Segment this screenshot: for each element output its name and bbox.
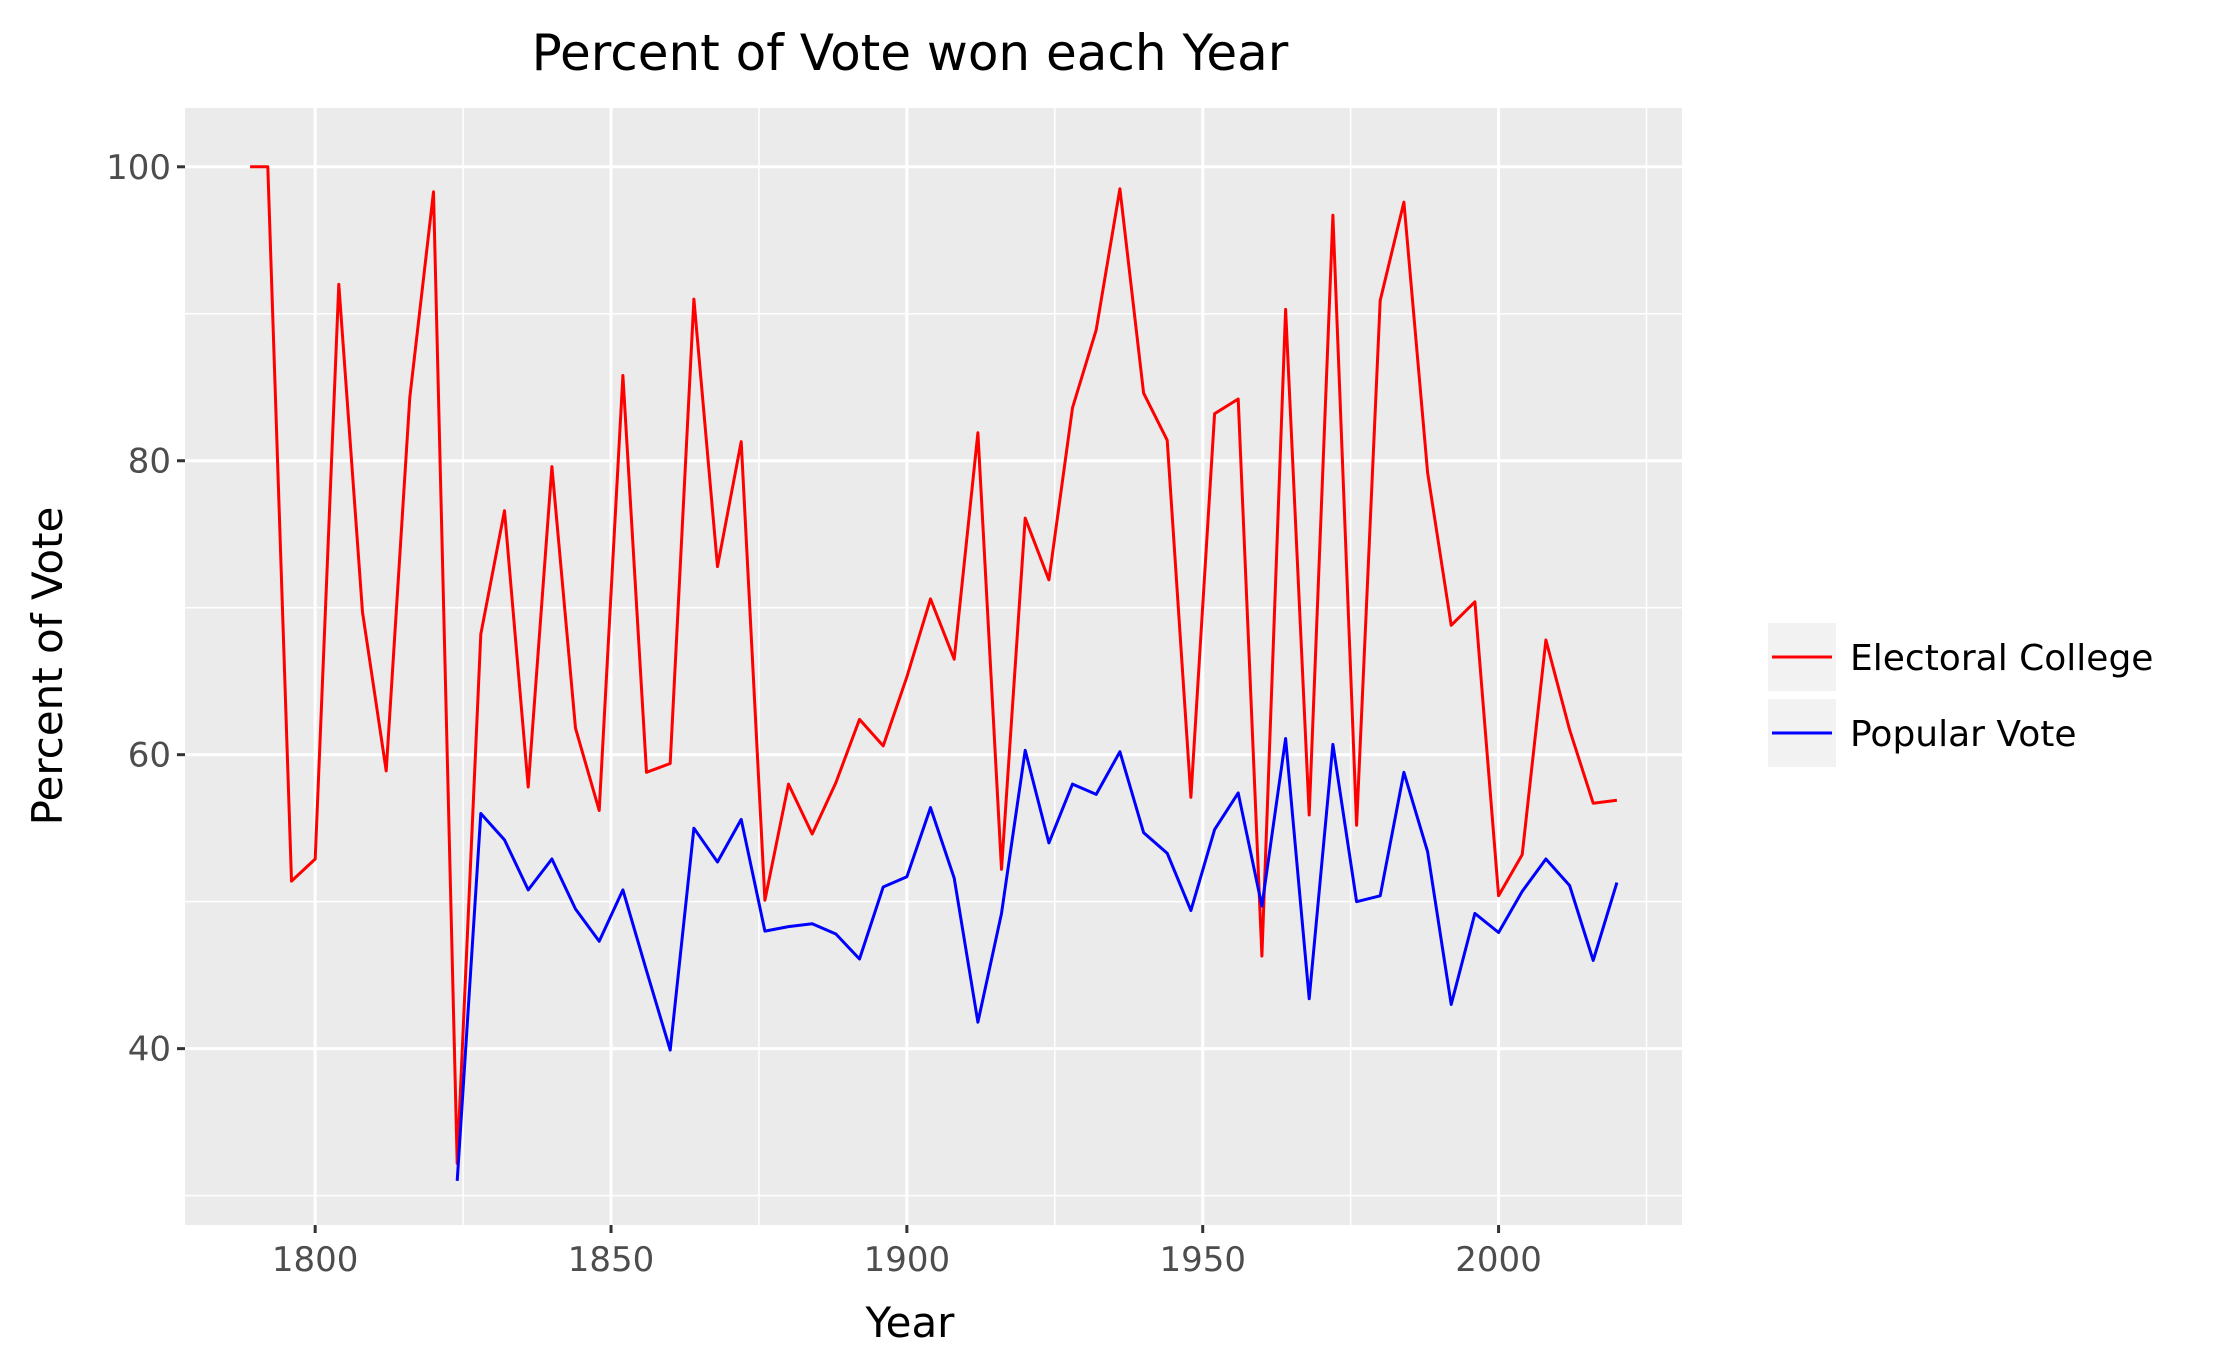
y-tick-label: 100 xyxy=(106,148,171,188)
y-tick-label: 60 xyxy=(128,736,171,776)
legend-label-electoral-college: Electoral College xyxy=(1850,638,2153,679)
major-gridlines xyxy=(185,108,1682,1225)
series-line-popular-vote xyxy=(455,737,1619,1181)
x-tick-label: 1950 xyxy=(1159,1240,1246,1280)
chart-title: Percent of Vote won each Year xyxy=(532,24,1289,82)
y-axis: 40 60 80 100 xyxy=(106,148,185,1070)
y-tick-label: 80 xyxy=(128,442,171,482)
minor-gridlines xyxy=(185,108,1682,1225)
legend-label-popular-vote: Popular Vote xyxy=(1850,714,2077,755)
x-axis-title: Year xyxy=(865,1298,956,1347)
y-tick-label: 40 xyxy=(128,1030,171,1070)
legend: Electoral College Popular Vote xyxy=(1768,623,2153,767)
plot-panel xyxy=(185,108,1682,1225)
series-lines xyxy=(250,165,1619,1181)
series-line-electoral-college xyxy=(250,165,1618,1165)
x-tick-label: 1900 xyxy=(864,1240,951,1280)
x-tick-label: 2000 xyxy=(1455,1240,1542,1280)
x-tick-label: 1850 xyxy=(568,1240,655,1280)
y-axis-title: Percent of Vote xyxy=(23,507,72,826)
x-axis: 1800 1850 1900 1950 2000 xyxy=(272,1225,1542,1280)
x-tick-label: 1800 xyxy=(272,1240,359,1280)
